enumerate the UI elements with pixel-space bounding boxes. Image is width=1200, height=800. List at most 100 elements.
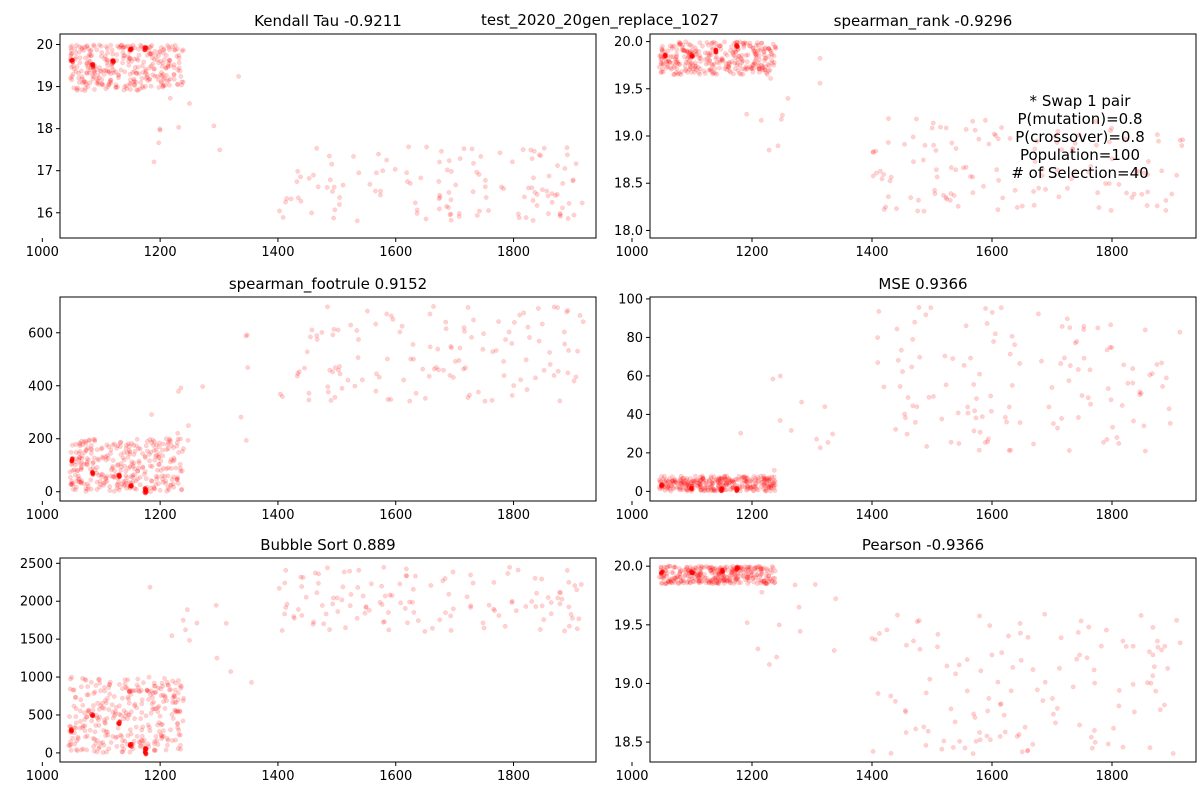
scatter-point [750,483,756,489]
scatter-point [142,469,148,475]
subplot-title: spearman_footrule 0.9152 [229,275,427,294]
scatter-point [745,574,751,579]
scatter-point [137,474,143,480]
scatter-point [705,487,711,493]
scatter-point [669,580,675,586]
scatter-point [775,143,781,149]
scatter-point [788,427,794,433]
scatter-point [336,202,342,207]
scatter-point [740,573,746,579]
scatter-point [964,688,970,694]
scatter-point [355,585,361,590]
scatter-point [102,720,108,725]
scatter-point [671,43,677,49]
scatter-point [685,49,691,55]
scatter-point [715,581,721,586]
scatter-point [151,159,157,165]
scatter-point [126,441,131,447]
scatter-point [744,483,750,489]
scatter-point [187,101,192,106]
scatter-point [1107,344,1113,350]
scatter-point [676,484,681,490]
scatter-point [142,453,148,459]
subplot-title: Kendall Tau -0.9211 [254,12,402,30]
scatter-point [1067,325,1073,331]
scatter-point [706,67,712,73]
scatter-point [736,580,742,586]
scatter-point [1179,143,1185,149]
scatter-point [163,747,169,753]
scatter-point [744,475,750,481]
scatter-point [1006,404,1012,410]
scatter-point [117,44,123,50]
scatter-point [433,365,439,370]
y-tick-label: 400 [28,379,53,394]
scatter-point [734,575,740,581]
scatter-point [134,436,140,442]
scatter-point [659,474,664,480]
scatter-point [989,309,995,315]
scatter-point [910,134,916,140]
scatter-point [731,53,737,58]
scatter-point [1142,448,1148,454]
scatter-point [147,463,153,469]
scatter-point [135,468,141,474]
scatter-point [539,603,545,609]
scatter-point [74,42,79,48]
scatter-point [78,465,84,471]
scatter-point [1105,386,1111,392]
scatter-point [86,457,91,463]
scatter-point [677,476,683,482]
scatter-point [699,578,705,584]
scatter-point [697,482,703,488]
scatter-point [724,52,730,58]
scatter-point [128,77,133,83]
scatter-point [547,361,553,367]
scatter-point [98,703,104,709]
scatter-point [130,474,136,480]
scatter-point [971,381,977,387]
scatter-point [326,153,332,159]
scatter-point [68,676,74,682]
scatter-point [159,70,164,76]
scatter-point [989,652,995,658]
scatter-point [131,452,137,457]
scatter-point [1014,204,1020,210]
scatter-point [480,346,486,352]
scatter-point [1054,167,1060,173]
scatter-point [731,479,737,485]
scatter-point [174,53,180,59]
scatter-point [126,62,132,68]
scatter-point [147,51,153,57]
scatter-point [723,64,729,70]
scatter-point [509,600,515,605]
scatter-point [83,61,89,67]
scatter-point [712,566,717,572]
scatter-point [921,724,927,730]
scatter-point [671,65,677,70]
scatter-point [797,628,803,634]
scatter-point [1043,186,1048,192]
scatter-point [101,705,107,711]
scatter-point [681,47,687,53]
scatter-point [384,157,390,163]
scatter-point [745,483,750,489]
scatter-point [696,69,702,75]
scatter-point [85,708,91,714]
scatter-point [389,593,395,599]
scatter-point [127,81,133,86]
scatter-point [147,692,153,698]
scatter-point [99,454,105,460]
scatter-point [763,64,769,70]
scatter-point [712,575,718,581]
scatter-point [748,569,754,575]
scatter-point [664,571,670,576]
scatter-point [103,700,109,706]
scatter-point [482,177,488,183]
scatter-point [132,716,138,722]
x-tick-label: 1600 [975,508,1008,523]
scatter-point [125,677,131,683]
scatter-point [165,63,171,69]
axes-frame [59,33,597,239]
